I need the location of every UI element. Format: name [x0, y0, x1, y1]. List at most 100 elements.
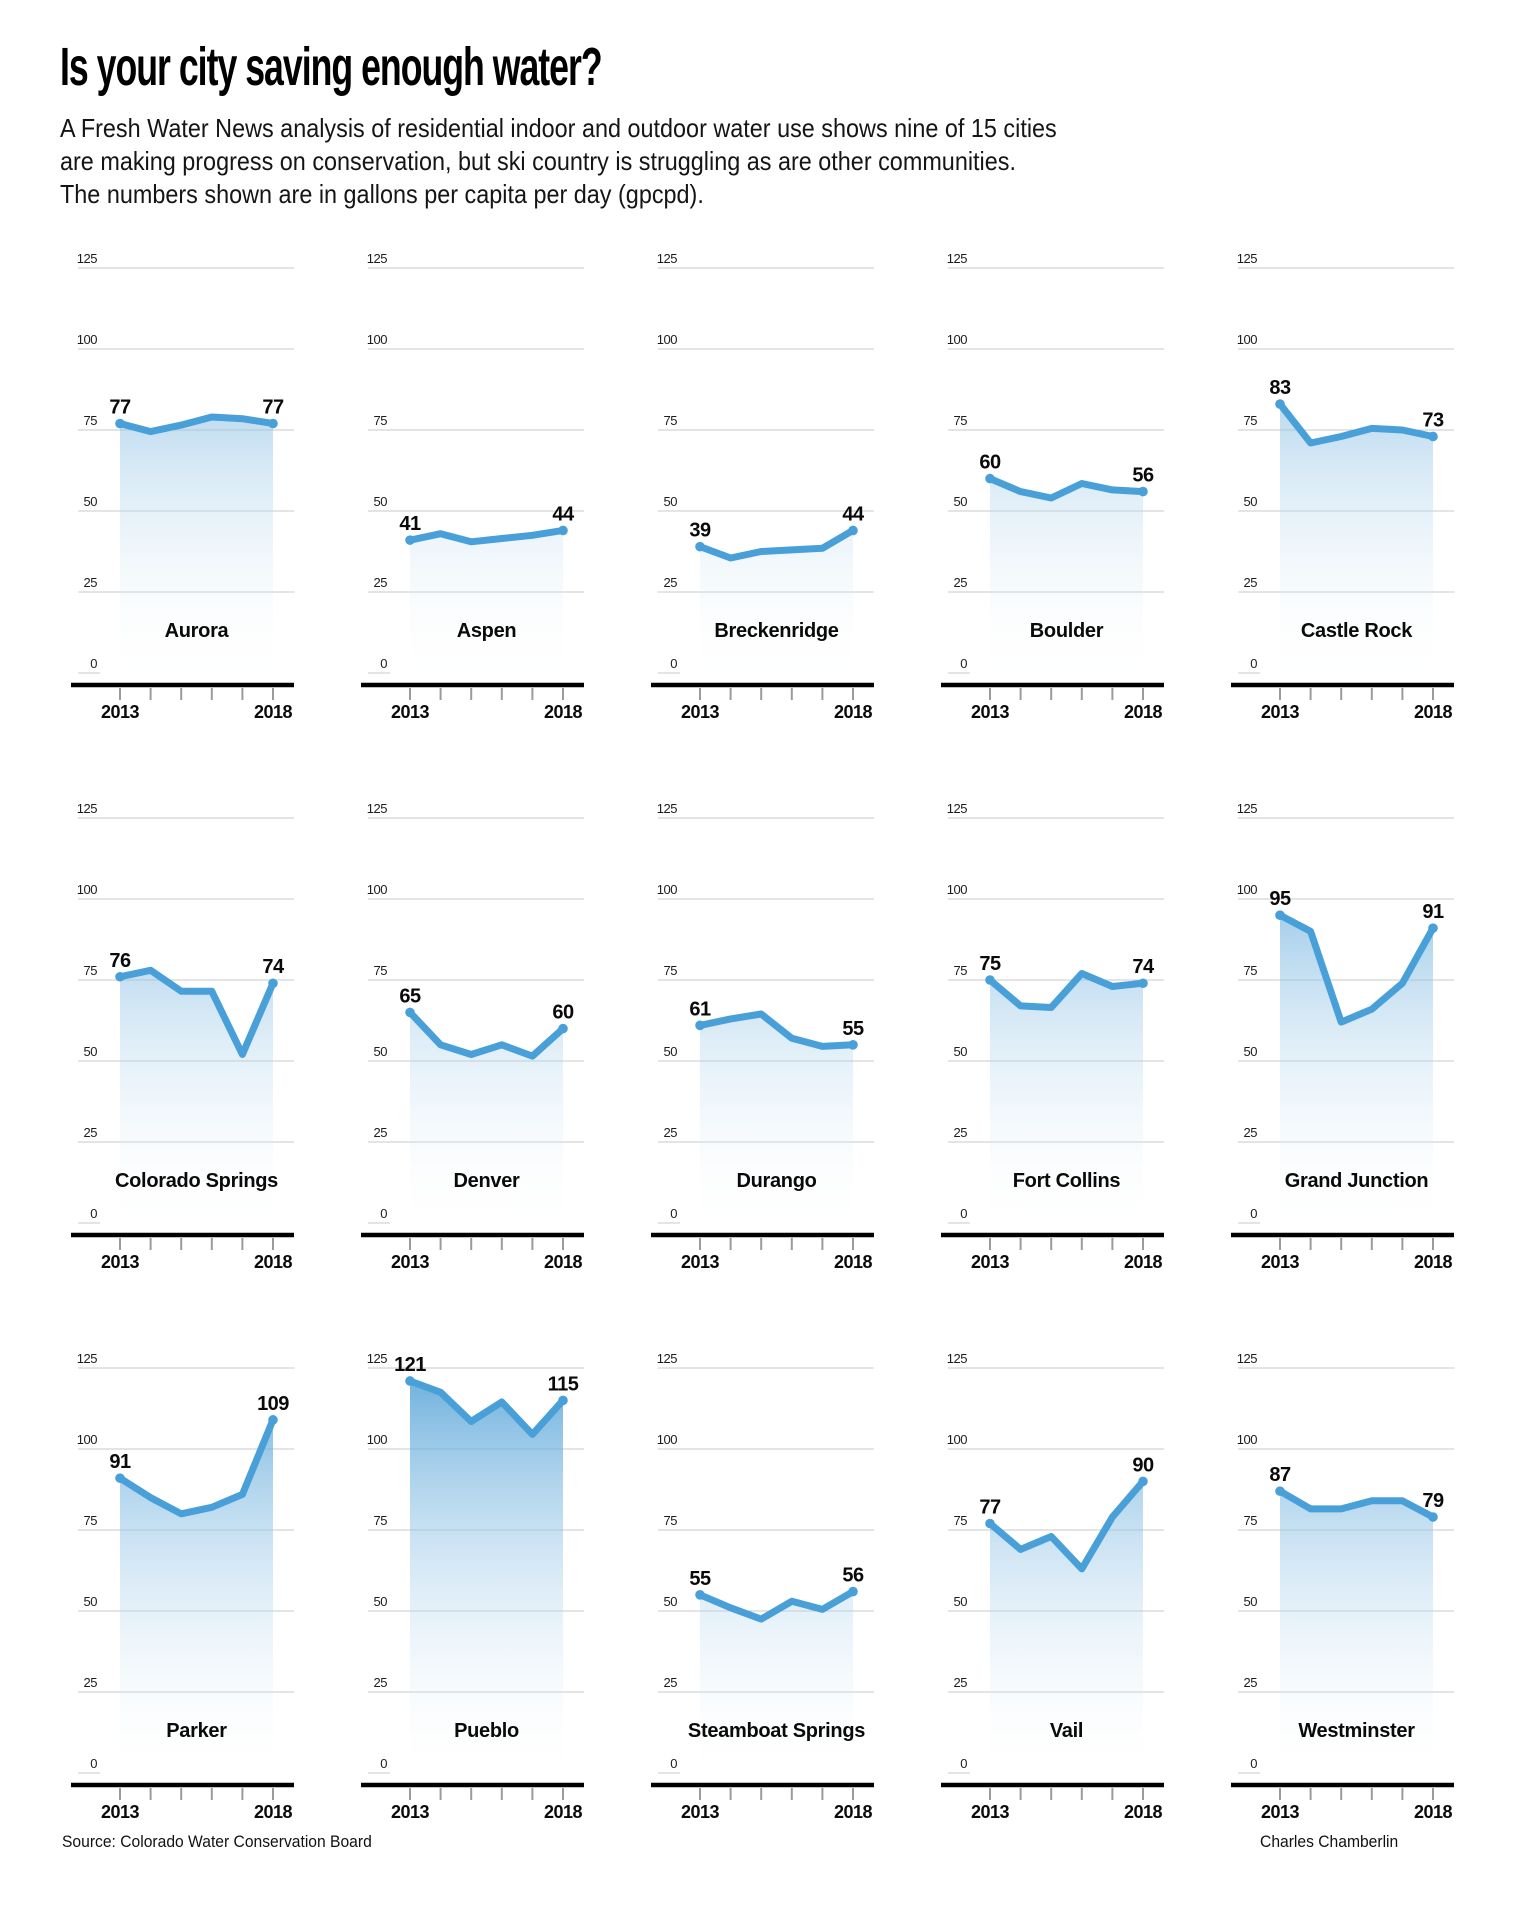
y-axis-label: 0 [1250, 656, 1257, 671]
end-point [1138, 486, 1148, 497]
city-label: Colorado Springs [115, 1170, 278, 1192]
y-axis-label: 25 [84, 1125, 98, 1140]
y-axis-label: 100 [77, 1432, 97, 1447]
city-label: Vail [1050, 1720, 1083, 1742]
start-value-label: 121 [394, 1354, 426, 1376]
year-label-start: 2013 [391, 1252, 430, 1272]
city-label: Steamboat Springs [688, 1720, 865, 1742]
city-label: Durango [736, 1170, 816, 1192]
year-label-end: 2018 [1124, 1252, 1163, 1272]
trend-line [1276, 400, 1437, 447]
y-axis-label: 100 [1237, 882, 1257, 897]
start-value-label: 61 [689, 998, 711, 1020]
end-value-label: 77 [262, 397, 284, 419]
end-value-label: 44 [842, 503, 865, 525]
year-label-end: 2018 [544, 1252, 583, 1272]
end-point [1428, 431, 1438, 442]
y-axis-label: 25 [954, 1675, 968, 1690]
y-axis-label: 0 [1250, 1206, 1257, 1221]
start-value-label: 55 [689, 1568, 711, 1590]
y-axis-label: 125 [367, 251, 387, 266]
chart-boulder: 125 100 75 50 25 0 2013 2018 60 56 Boulder [941, 251, 1164, 722]
end-value-label: 56 [1132, 465, 1154, 487]
start-point [695, 1020, 705, 1031]
area-fill [700, 1591, 853, 1783]
year-label-start: 2013 [391, 1802, 430, 1822]
y-axis-label: 50 [954, 1044, 968, 1059]
start-point [405, 1007, 415, 1018]
page-title-text: Is your city saving enough water? [60, 37, 603, 97]
year-label-start: 2013 [971, 1252, 1010, 1272]
y-axis-label: 50 [664, 1044, 678, 1059]
chart-durango: 125 100 75 50 25 0 2013 2018 61 55 Durango [651, 801, 874, 1272]
trend-line [116, 413, 277, 436]
author-credit-text: Charles Chamberlin [1259, 1832, 1398, 1851]
y-axis-label: 125 [1237, 251, 1257, 266]
chart-denver: 125 100 75 50 25 0 2013 2018 65 60 Denver [361, 801, 584, 1272]
y-axis-label: 100 [77, 882, 97, 897]
y-axis-label: 100 [947, 332, 967, 347]
y-axis-label: 75 [954, 1513, 968, 1528]
y-axis-label: 125 [1237, 801, 1257, 816]
start-point [1275, 399, 1285, 409]
year-label-end: 2018 [1124, 702, 1163, 722]
y-axis-label: 75 [84, 1513, 98, 1528]
y-axis-label: 75 [664, 413, 678, 428]
y-axis-label: 125 [947, 1351, 967, 1366]
y-axis-label: 50 [664, 494, 678, 509]
year-label-start: 2013 [681, 1802, 720, 1822]
y-axis-label: 0 [960, 656, 967, 671]
y-axis-label: 100 [367, 332, 387, 347]
end-value-label: 56 [842, 1565, 864, 1587]
end-point [558, 525, 568, 536]
start-value-label: 77 [109, 397, 131, 419]
year-label-end: 2018 [1414, 1252, 1453, 1272]
area-fill [120, 1419, 273, 1783]
y-axis-label: 0 [380, 656, 387, 671]
start-point [1275, 1486, 1285, 1496]
trend-line [986, 970, 1147, 1011]
end-value-label: 60 [552, 1002, 574, 1024]
year-label-end: 2018 [1124, 1802, 1163, 1822]
y-axis-label: 125 [77, 251, 97, 266]
author-credit: Charles Chamberlin [1248, 1832, 1398, 1852]
y-axis-label: 50 [954, 494, 968, 509]
y-axis-label: 0 [380, 1206, 387, 1221]
city-label: Pueblo [454, 1720, 519, 1742]
chart-pueblo: 125 100 75 50 25 0 2013 2018 121 115 Pueblo [361, 1351, 584, 1822]
start-value-label: 95 [1269, 888, 1291, 910]
trend-line [986, 475, 1147, 502]
y-axis-label: 25 [84, 575, 98, 590]
area-fill [410, 1012, 563, 1233]
city-label: Breckenridge [714, 620, 838, 642]
year-label-end: 2018 [834, 702, 873, 722]
chart-steamboat-springs: 125 100 75 50 25 0 2013 2018 55 56 Steamboat Sprin… [651, 1351, 874, 1822]
end-point [848, 525, 858, 536]
year-label-start: 2013 [1261, 702, 1300, 722]
year-label-start: 2013 [101, 1252, 140, 1272]
y-axis-label: 75 [84, 963, 98, 978]
start-value-label: 76 [109, 950, 131, 972]
y-axis-label: 25 [84, 1675, 98, 1690]
y-axis-label: 0 [1250, 1756, 1257, 1771]
area-fill [410, 1381, 563, 1783]
start-point [115, 1473, 125, 1483]
end-point [558, 1023, 568, 1034]
city-label: Fort Collins [1013, 1170, 1121, 1192]
chart-aspen: 125 100 75 50 25 0 2013 2018 41 44 Aspen [361, 251, 584, 722]
start-point [405, 1376, 415, 1386]
chart-vail: 125 100 75 50 25 0 2013 2018 77 90 Vail [941, 1351, 1164, 1822]
y-axis-label: 75 [374, 1513, 388, 1528]
y-axis-label: 100 [657, 882, 677, 897]
y-axis-label: 100 [657, 332, 677, 347]
y-axis-label: 50 [84, 1044, 98, 1059]
end-value-label: 90 [1132, 1454, 1154, 1476]
trend-line [696, 526, 857, 562]
end-point [848, 1586, 858, 1597]
start-value-label: 87 [1269, 1464, 1291, 1486]
area-fill [1280, 404, 1433, 683]
city-label: Denver [453, 1170, 520, 1192]
end-value-label: 109 [257, 1393, 289, 1415]
end-value-label: 44 [552, 503, 575, 525]
start-point [695, 541, 705, 552]
